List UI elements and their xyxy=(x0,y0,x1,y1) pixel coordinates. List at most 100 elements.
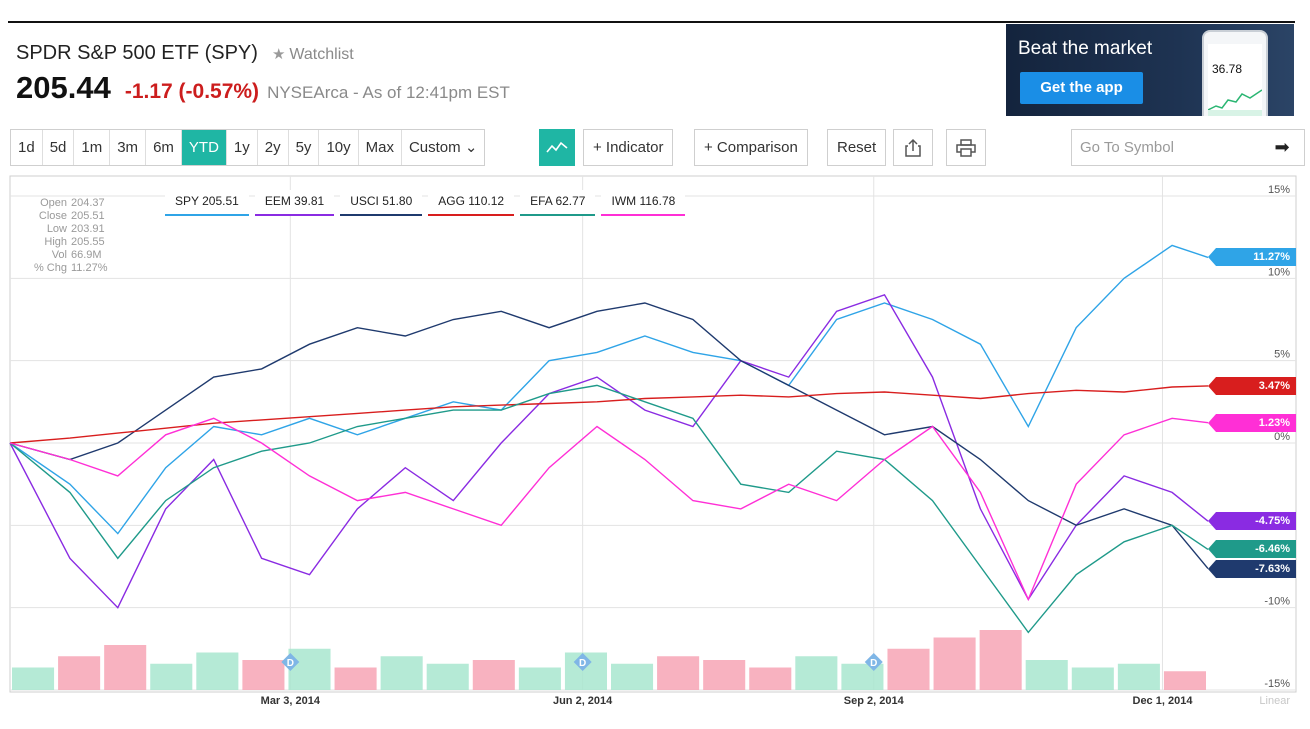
last-price: 205.44 xyxy=(16,70,111,105)
print-button[interactable] xyxy=(946,129,986,166)
close-value: 205.51 xyxy=(71,210,105,222)
legend-item-iwm[interactable]: IWM 116.78 xyxy=(601,190,686,216)
phone-value: 36.78 xyxy=(1212,62,1243,76)
range-button-1[interactable]: 5d xyxy=(43,130,75,165)
arrow-right-icon[interactable]: ➡ xyxy=(1274,137,1290,157)
price-row: 205.44 -1.17 (-0.57%) NYSEArca - As of 12:… xyxy=(16,70,510,106)
volume-bar xyxy=(795,656,838,690)
series-line-eem xyxy=(9,293,1209,609)
share-icon xyxy=(905,138,921,157)
y-tick-label: 15% xyxy=(1268,184,1290,196)
volume-bar xyxy=(887,648,930,690)
volume-bar xyxy=(703,660,746,690)
volume-bar xyxy=(518,667,561,690)
range-button-11[interactable]: Custom ⌄ xyxy=(408,139,478,156)
legend-item-eem[interactable]: EEM 39.81 xyxy=(254,190,335,216)
y-tick-label: -15% xyxy=(1264,678,1290,690)
reset-button[interactable]: Reset xyxy=(827,129,887,166)
quote-title: SPDR S&P 500 ETF (SPY) ★ Watchlist xyxy=(16,42,354,65)
end-tag-spy: 11.27% xyxy=(1208,248,1296,267)
pct-chg-value: 11.27% xyxy=(71,262,108,274)
series-line-spy xyxy=(9,244,1209,535)
legend-item-usci[interactable]: USCI 51.80 xyxy=(340,190,423,216)
indicator-button[interactable]: + Indicator xyxy=(583,129,674,166)
legend-item-efa[interactable]: EFA 62.77 xyxy=(520,190,596,216)
get-the-app-button[interactable]: Get the app xyxy=(1020,72,1143,104)
ad-headline: Beat the market xyxy=(1018,38,1153,59)
range-button-8[interactable]: 5y xyxy=(289,130,320,165)
range-button-6[interactable]: 1y xyxy=(227,130,258,165)
end-tag-iwm: 1.23% xyxy=(1208,413,1296,432)
x-tick-label: Jun 2, 2014 xyxy=(553,695,613,707)
open-label: Open xyxy=(40,197,67,209)
pct-chg-label: % Chg xyxy=(33,262,67,274)
range-button-2[interactable]: 1m xyxy=(74,130,111,165)
volume-bar xyxy=(1163,671,1206,690)
low-value: 203.91 xyxy=(71,223,105,235)
dividend-marker-icon xyxy=(864,653,883,671)
range-button-4[interactable]: 6m xyxy=(146,130,182,165)
volume-bar xyxy=(150,663,193,690)
volume-bar xyxy=(933,637,976,690)
print-icon xyxy=(956,139,976,157)
volume-bar xyxy=(1025,660,1068,690)
top-rule xyxy=(8,21,1295,23)
star-icon[interactable]: ★ xyxy=(271,46,286,63)
price-change: -1.17 (-0.57%) xyxy=(124,80,260,103)
dividend-marker-label: D xyxy=(287,658,294,669)
dividend-marker-label: D xyxy=(870,658,877,669)
y-tick-label: 10% xyxy=(1268,266,1290,278)
range-button-5[interactable]: YTD xyxy=(181,130,227,165)
share-button[interactable] xyxy=(893,129,933,166)
y-tick-label: -10% xyxy=(1264,596,1290,608)
watchlist-link[interactable]: Watchlist xyxy=(289,46,354,63)
vol-label: Vol xyxy=(51,249,67,261)
volume-bar xyxy=(380,656,423,690)
range-button-7[interactable]: 2y xyxy=(258,130,289,165)
volume-bar xyxy=(1071,667,1114,690)
comparison-button[interactable]: + Comparison xyxy=(694,129,808,166)
y-tick-label: 0% xyxy=(1274,431,1290,443)
phone-icon: 36.78 xyxy=(1202,30,1268,116)
plot-frame xyxy=(9,175,1297,693)
series-line-iwm xyxy=(9,417,1209,602)
app-ad-banner[interactable]: Beat the market Get the app 36.78 xyxy=(1006,24,1294,116)
x-tick-label: Dec 1, 2014 xyxy=(1133,695,1194,707)
close-label: Close xyxy=(38,210,67,222)
series-line-efa xyxy=(9,384,1209,634)
range-button-10[interactable]: Max xyxy=(359,130,402,165)
volume-bar xyxy=(12,667,55,690)
dividend-marker-label: D xyxy=(579,658,586,669)
legend-item-spy[interactable]: SPY 205.51 xyxy=(165,190,249,216)
ohlc-panel: Open 204.37 Close 205.51 Low 203.91 High 205… xyxy=(16,197,108,275)
end-tag-efa: -6.46% xyxy=(1208,540,1296,559)
x-tick-label: Sep 2, 2014 xyxy=(844,695,905,707)
exchange-timestamp: NYSEArca - As of 12:41pm EST xyxy=(267,83,510,102)
range-button-9[interactable]: 10y xyxy=(319,130,359,165)
high-value: 205.55 xyxy=(71,236,105,248)
range-button-0[interactable]: 1d xyxy=(11,130,43,165)
volume-bar xyxy=(58,656,101,690)
go-to-symbol-box: ➡ xyxy=(1071,129,1305,166)
volume-bar xyxy=(472,660,515,690)
volume-bar xyxy=(426,663,469,690)
volume-bar xyxy=(979,630,1022,690)
volume-bar xyxy=(288,648,331,690)
go-to-symbol-input[interactable] xyxy=(1072,130,1260,165)
line-chart-button[interactable] xyxy=(539,129,575,166)
range-button-3[interactable]: 3m xyxy=(110,130,147,165)
end-tag-eem: -4.75% xyxy=(1208,512,1296,531)
high-label: High xyxy=(44,236,67,248)
range-selector: 1d 5d 1m 3m 6m YTD 1y 2y 5y 10y Max Custom ⌄ xyxy=(10,129,486,166)
volume-bar xyxy=(104,645,147,690)
volume-bar xyxy=(611,663,654,690)
volume-bar xyxy=(242,660,285,690)
dividend-marker-icon xyxy=(573,653,592,671)
volume-bar xyxy=(657,656,700,690)
end-tag-usci: -7.63% xyxy=(1208,559,1296,578)
volume-bar xyxy=(196,652,239,690)
legend-item-agg[interactable]: AGG 110.12 xyxy=(428,190,515,216)
volume-bar xyxy=(334,667,377,690)
